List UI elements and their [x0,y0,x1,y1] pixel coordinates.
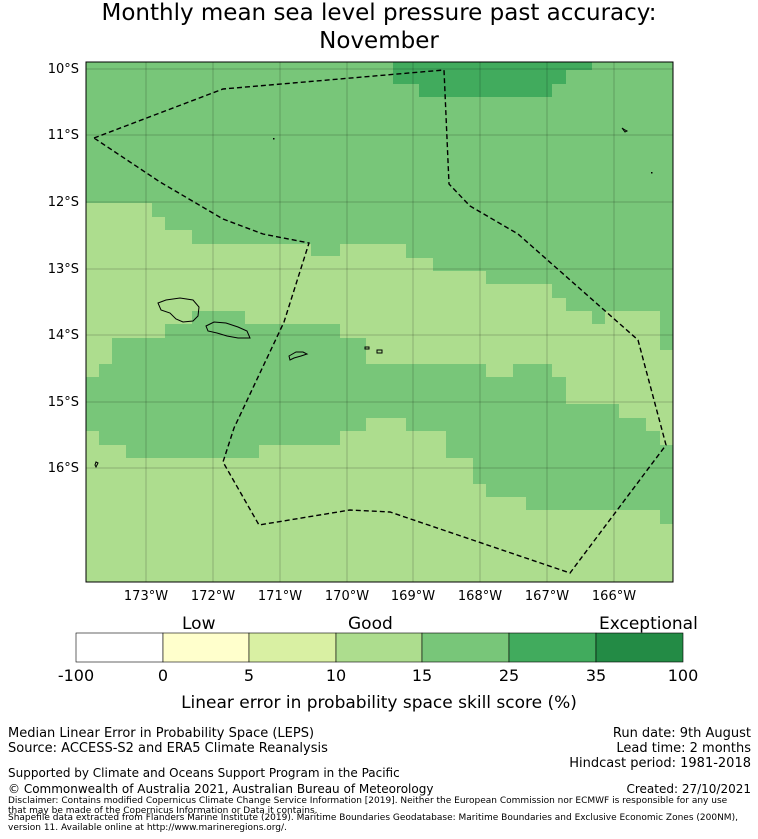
colorbar-tick: 25 [498,666,520,685]
shapefile-line2: version 11. Available online at http://w… [8,823,287,833]
island-savaii [157,297,200,323]
footer-hindcast: Hindcast period: 1981-2018 [569,756,751,771]
lat-label: 10°S [48,62,79,77]
disclaimer-line1: Disclaimer: Contains modified Copernicus… [8,796,728,806]
colorbar-box-10-15 [335,632,423,663]
island-manua-1 [364,346,370,350]
island-manua-2 [376,349,383,354]
island-tokelau [621,127,629,133]
footer-method: Median Linear Error in Probability Space… [8,726,315,741]
footer-source: Source: ACCESS-S2 and ERA5 Climate Reana… [8,741,328,756]
colorbar-box-5-10 [248,632,337,663]
lon-label: 167°W [525,589,569,604]
chart-title-line2: November [319,28,439,54]
shapefile-line1: Shapefile data extracted from Flanders M… [8,813,738,823]
island-wallis [94,461,99,469]
colorbar-box-35-100 [595,632,684,663]
lat-label: 11°S [48,128,79,143]
island-upolu [205,321,251,339]
graticule [86,62,673,582]
colorbar-box-25-35 [508,632,597,663]
footer-supported: Supported by Climate and Oceans Support … [8,766,400,780]
lon-label: 168°W [458,589,502,604]
island-swains [273,138,275,140]
skill-region-north-high [393,62,592,97]
colorbar-tick: 35 [585,666,607,685]
footer-lead-time: Lead time: 2 months [616,741,751,756]
colorbar-tick: 100 [667,666,699,685]
colorbar-category-good: Good [348,614,393,634]
footer-copyright: © Commonwealth of Australia 2021, Austra… [8,782,434,796]
colorbar-tick: 15 [411,666,433,685]
lon-label: 166°W [592,589,636,604]
island-north-east [651,172,653,174]
colorbar-box-0-5 [162,632,250,663]
island-tutuila [288,351,309,361]
eez-boundary [92,69,667,574]
skill-region-north [86,62,673,350]
lat-label: 12°S [48,195,79,210]
lon-label: 170°W [325,589,369,604]
footer-run-date: Run date: 9th August [612,726,751,741]
chart-title-line1: Monthly mean sea level pressure past acc… [101,0,657,26]
lat-label: 16°S [48,461,79,476]
colorbar-axis-label: Linear error in probability space skill … [181,693,577,713]
lat-label: 13°S [48,262,79,277]
colorbar-category-low: Low [182,614,216,634]
skill-region-central [86,311,673,524]
colorbar-tick: 5 [243,666,255,685]
lat-label: 15°S [48,395,79,410]
colorbar-tick: 10 [325,666,347,685]
footer-created: Created: 27/10/2021 [626,782,751,796]
lon-label: 172°W [191,589,235,604]
colorbar-tick: 0 [157,666,169,685]
colorbar-tick: -100 [57,666,95,685]
colorbar [75,632,684,663]
colorbar-box-neg100-0 [75,632,164,663]
lon-label: 173°W [124,589,168,604]
lon-label: 169°W [391,589,435,604]
lon-label: 171°W [258,589,302,604]
map-border [85,61,674,583]
colorbar-box-15-25 [421,632,510,663]
disclaimer-line2: that may be made of the Copernicus Infor… [8,806,318,816]
lat-label: 14°S [48,328,79,343]
colorbar-category-exceptional: Exceptional [599,614,698,634]
